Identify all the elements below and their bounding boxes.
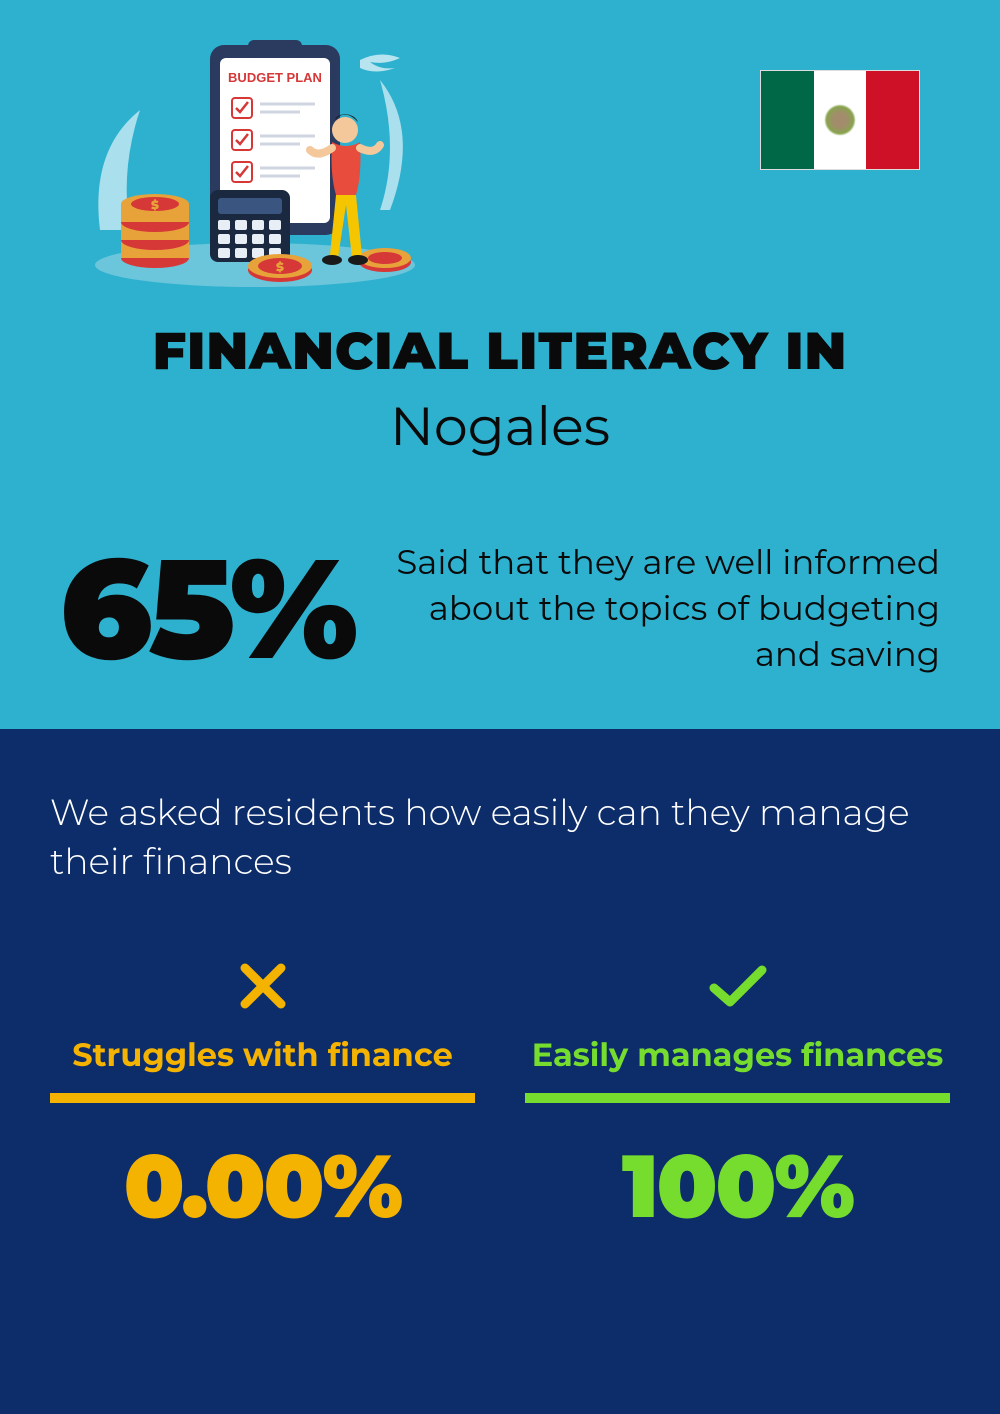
flag-stripe-red [866,71,919,169]
title-line2: Nogales [50,393,950,459]
main-stat-row: 65% Said that they are well informed abo… [50,539,950,679]
cross-icon [237,956,289,1016]
comparison-right: Easily manages finances 100% [525,956,950,1240]
top-section: BUDGET PLAN [0,0,1000,729]
left-value: 0.00% [124,1133,402,1240]
svg-text:$: $ [276,260,284,275]
budget-illustration: BUDGET PLAN [80,30,430,290]
right-label: Easily manages finances [532,1036,944,1075]
left-label: Struggles with finance [72,1036,453,1075]
main-stat-description: Said that they are well informed about t… [384,540,940,678]
main-stat-value: 65% [60,539,354,679]
flag-stripe-green [761,71,814,169]
flag-emblem [824,104,856,136]
bottom-section: We asked residents how easily can they m… [0,729,1000,1414]
title-line1: FINANCIAL LITERACY IN [50,320,950,383]
right-divider [525,1093,950,1103]
question-text: We asked residents how easily can they m… [50,789,950,886]
left-divider [50,1093,475,1103]
clipboard-label: BUDGET PLAN [228,70,322,85]
comparison-row: Struggles with finance 0.00% Easily mana… [50,956,950,1240]
header-images-row: BUDGET PLAN [50,30,950,290]
svg-text:$: $ [151,198,159,213]
check-icon [706,956,770,1016]
mexico-flag [760,70,920,170]
flag-stripe-white [814,71,867,169]
infographic-page: BUDGET PLAN [0,0,1000,1414]
comparison-left: Struggles with finance 0.00% [50,956,475,1240]
right-value: 100% [622,1133,853,1240]
